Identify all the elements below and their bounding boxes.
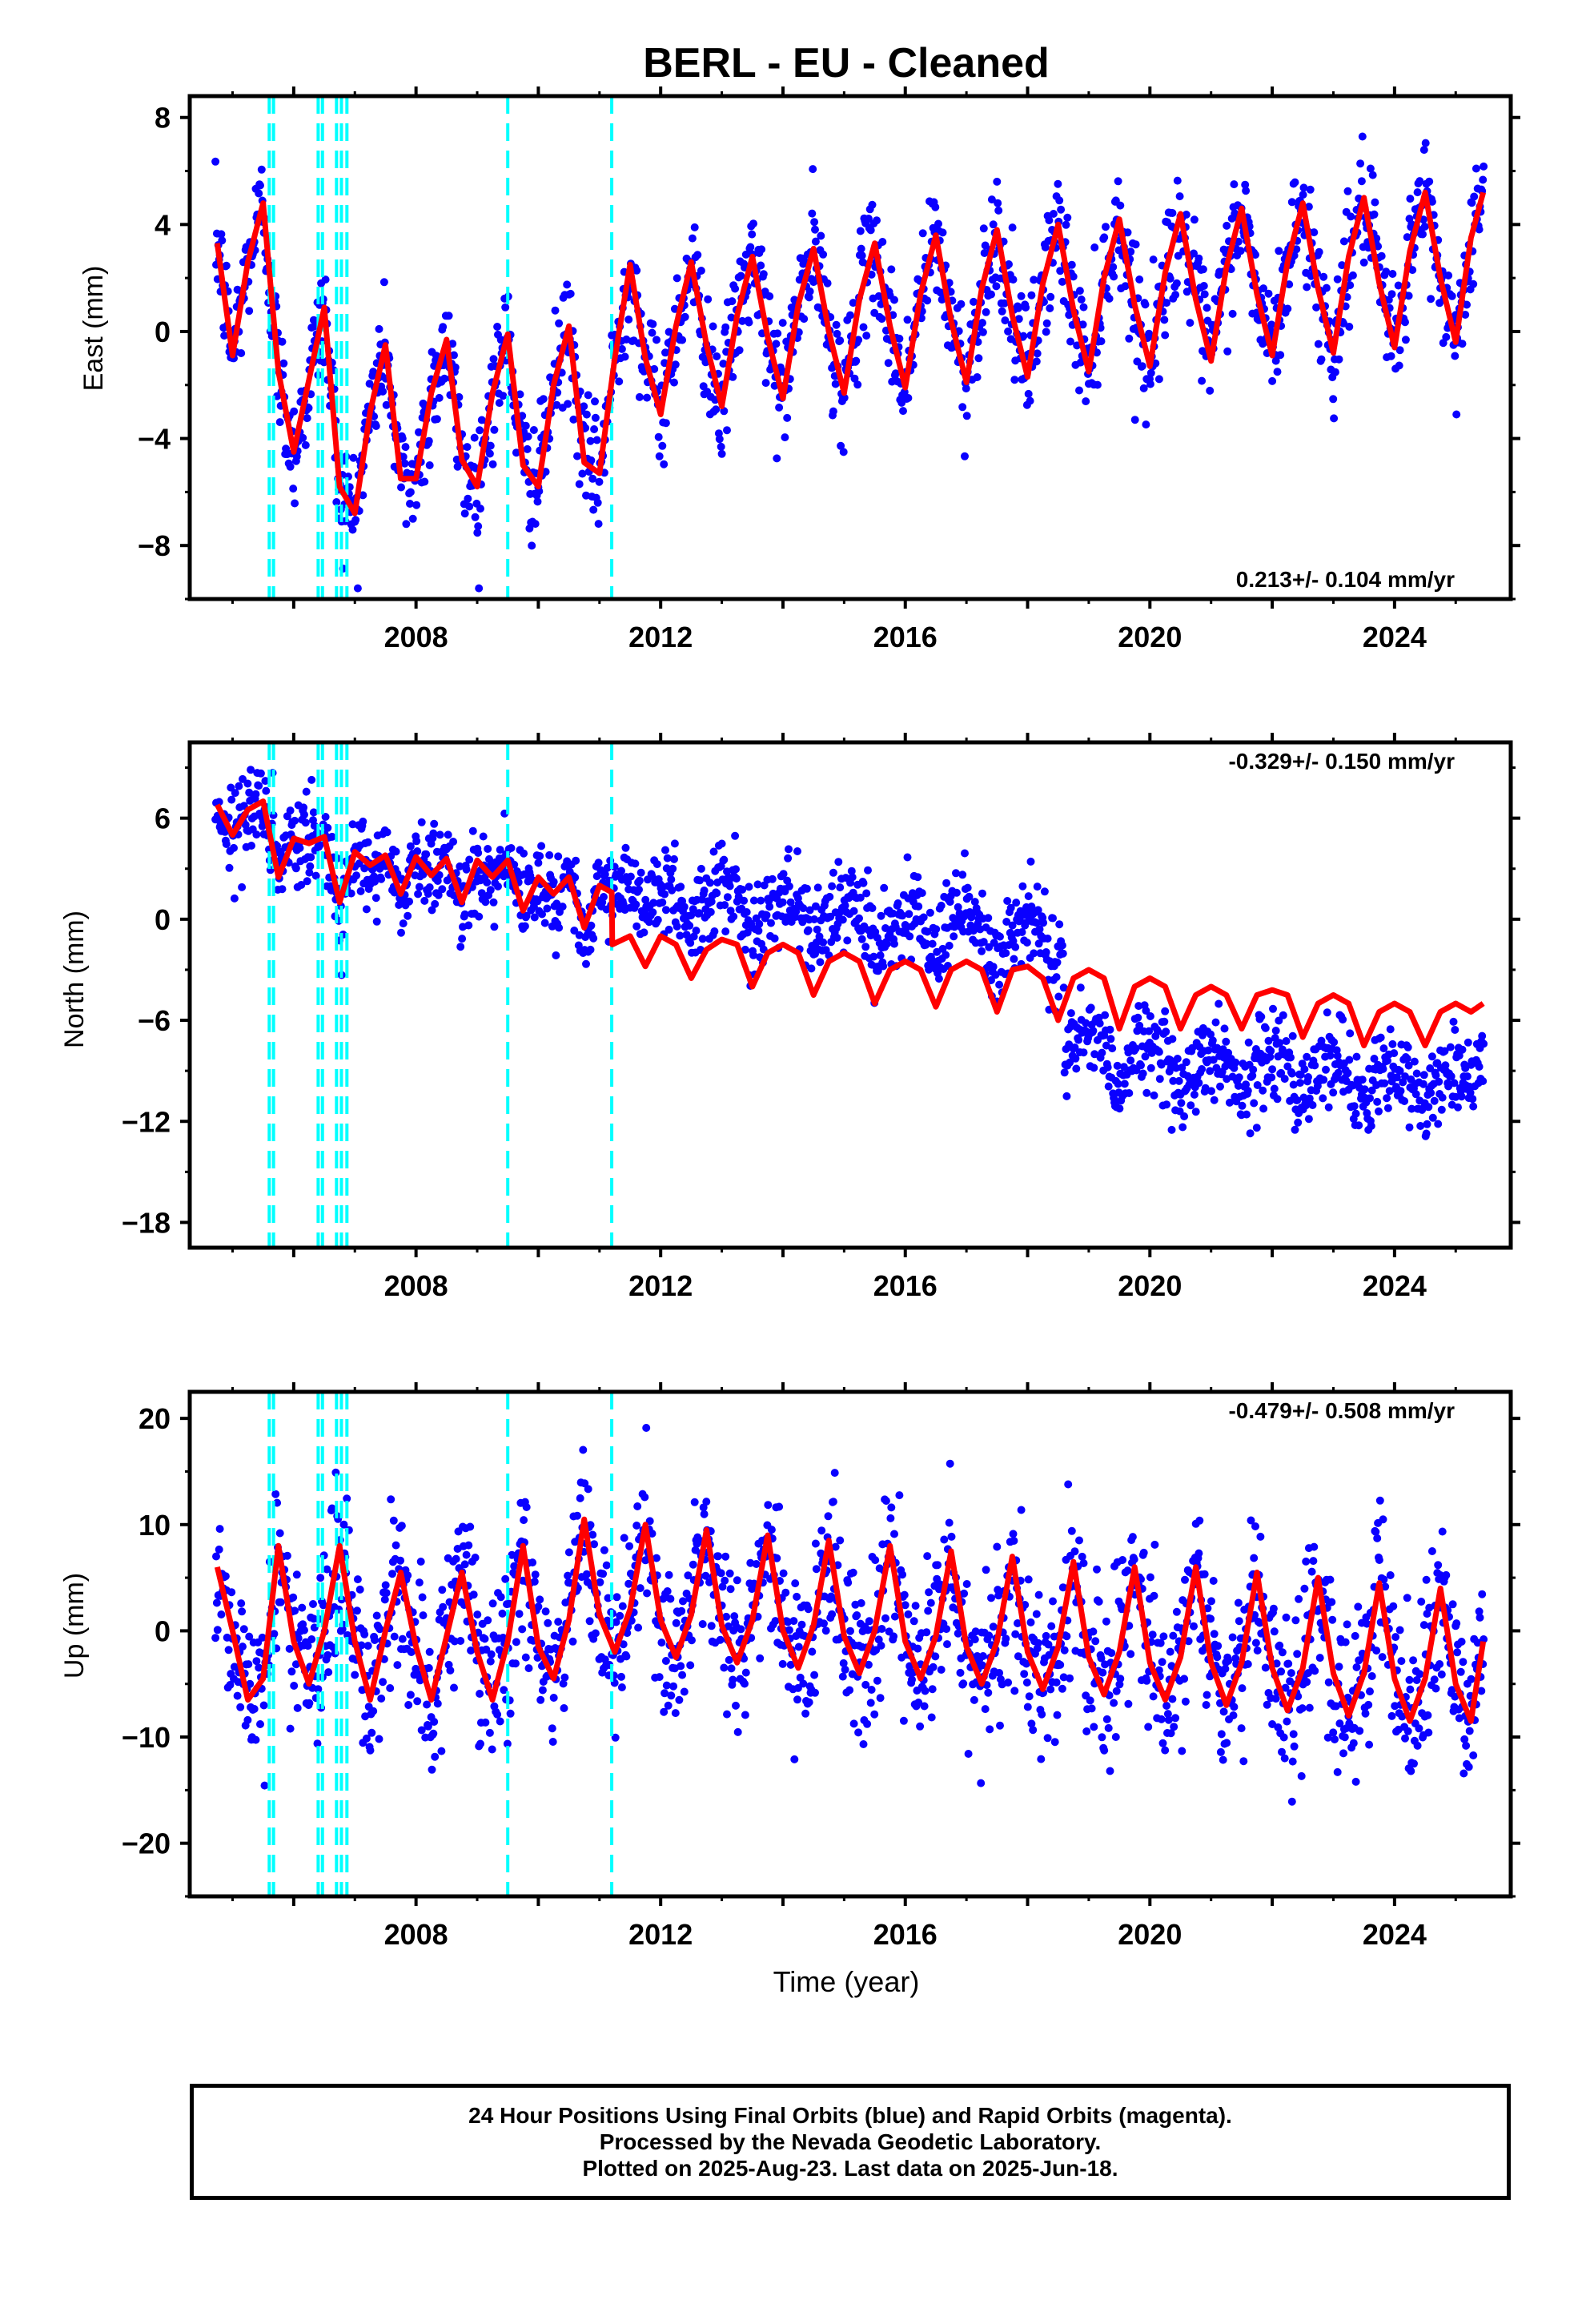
north-xtick-label: 2024	[1363, 1269, 1427, 1302]
x-axis-label: Time (year)	[773, 1965, 920, 1998]
east-ytick-label: −4	[138, 423, 171, 456]
footer-line-1: 24 Hour Positions Using Final Orbits (bl…	[468, 2103, 1232, 2128]
up-data-points	[211, 1424, 1488, 1806]
east-model-curve	[214, 189, 1486, 517]
up-ytick-label: −10	[122, 1721, 171, 1754]
north-ytick-label: −12	[122, 1105, 171, 1138]
north-ylabel: North (mm)	[59, 911, 90, 1048]
up-ytick-label: 0	[155, 1614, 171, 1647]
up-panel: 20 10 0 −10 −20 2008 2012 2016 2020 2024 Up (mm) -0…	[59, 1382, 1520, 1998]
up-xtick-label: 2008	[384, 1918, 448, 1951]
up-rate-label: -0.479+/- 0.508 mm/yr	[1228, 1398, 1455, 1423]
north-xtick-label: 2012	[628, 1269, 693, 1302]
east-ytick-label: 0	[155, 316, 171, 348]
footer-line-3: Plotted on 2025-Aug-23. Last data on 202…	[582, 2156, 1118, 2181]
north-frame	[187, 740, 1513, 1250]
east-frame	[187, 94, 1513, 601]
up-frame	[187, 1389, 1513, 1899]
north-ytick-label: 6	[155, 802, 171, 835]
east-offset-lines	[267, 96, 614, 599]
east-ytick-label: 8	[155, 102, 171, 135]
north-offset-lines	[267, 742, 614, 1248]
east-xtick-label: 2012	[628, 621, 693, 653]
east-ylabel: East (mm)	[78, 266, 109, 392]
up-ylabel: Up (mm)	[59, 1573, 90, 1679]
north-xtick-label: 2016	[873, 1269, 938, 1302]
north-ytick-label: −6	[138, 1004, 171, 1037]
up-point-cloud	[211, 1424, 1488, 1806]
east-ytick-label: −8	[138, 529, 171, 562]
up-ytick-label: 20	[139, 1402, 171, 1435]
north-xtick-label: 2008	[384, 1269, 448, 1302]
up-xtick-label: 2020	[1118, 1918, 1182, 1951]
up-ytick-label: −20	[122, 1827, 171, 1860]
up-xtick-label: 2024	[1363, 1918, 1427, 1951]
east-panel: 8 4 0 −4 −8 2008 2012 2016 2020 2024 East (mm) 0.21…	[78, 86, 1520, 653]
north-panel: 6 0 −6 −12 −18 2008 2012 2016 2020 2024 North (mm)…	[59, 733, 1520, 1302]
east-rate-label: 0.213+/- 0.104 mm/yr	[1236, 567, 1455, 592]
east-xtick-label: 2008	[384, 621, 448, 653]
footer-note: 24 Hour Positions Using Final Orbits (bl…	[190, 2084, 1511, 2200]
north-xtick-label: 2020	[1118, 1269, 1182, 1302]
east-ytick-label: 4	[155, 208, 171, 241]
up-xtick-label: 2012	[628, 1918, 693, 1951]
north-rate-label: -0.329+/- 0.150 mm/yr	[1228, 749, 1455, 774]
east-xtick-label: 2024	[1363, 621, 1427, 653]
up-ytick-label: 10	[139, 1509, 171, 1542]
north-ytick-label: −18	[122, 1206, 171, 1239]
north-model-curve	[215, 798, 1486, 1049]
up-xtick-label: 2016	[873, 1918, 938, 1951]
north-ytick-label: 0	[155, 903, 171, 936]
footer-line-2: Processed by the Nevada Geodetic Laborat…	[599, 2129, 1102, 2154]
east-xtick-label: 2020	[1118, 621, 1182, 653]
chart-title: BERL - EU - Cleaned	[643, 40, 1050, 86]
up-model-curve	[214, 1516, 1487, 1724]
east-xtick-label: 2016	[873, 621, 938, 653]
